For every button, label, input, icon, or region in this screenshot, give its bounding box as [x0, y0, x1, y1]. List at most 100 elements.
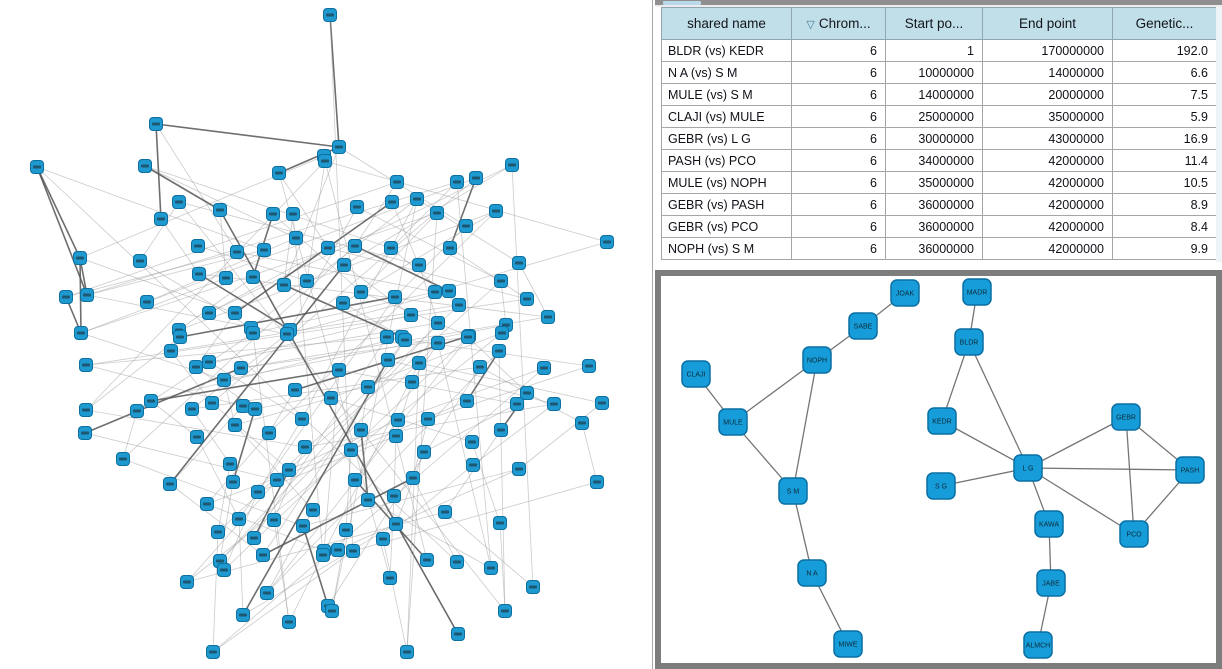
subnetwork-node[interactable]: [890, 279, 920, 307]
table-horizontal-scrollbar[interactable]: [655, 0, 1222, 7]
network-edge[interactable]: [356, 206, 502, 282]
network-edge[interactable]: [122, 410, 138, 460]
network-edge[interactable]: [345, 449, 352, 531]
subnetwork-node[interactable]: [954, 328, 984, 356]
network-edge[interactable]: [208, 361, 303, 420]
network-edge[interactable]: [84, 432, 278, 481]
network-edge[interactable]: [208, 247, 329, 314]
network-edge[interactable]: [499, 522, 506, 612]
network-edge[interactable]: [423, 403, 518, 453]
subnetwork-node[interactable]: [1013, 454, 1043, 482]
subnetwork-node[interactable]: [1034, 510, 1064, 538]
network-edge[interactable]: [146, 237, 297, 303]
network-edge[interactable]: [466, 350, 500, 402]
network-edge[interactable]: [80, 332, 225, 381]
network-edge[interactable]: [169, 405, 244, 485]
network-edge[interactable]: [395, 451, 425, 525]
network-edge[interactable]: [85, 336, 388, 366]
network-edge[interactable]: [352, 481, 598, 552]
table-row[interactable]: CLAJI (vs) MULE 6 25000000 35000000 5.9: [661, 105, 1217, 128]
column-header-end-point[interactable]: End point: [982, 7, 1113, 40]
network-edge[interactable]: [286, 290, 450, 335]
network-edge[interactable]: [288, 362, 420, 623]
column-header-start-point[interactable]: Start po...: [885, 7, 983, 40]
subnetwork-node[interactable]: [797, 559, 827, 587]
table-row[interactable]: BLDR (vs) KEDR 6 1 170000000 192.0: [661, 39, 1217, 62]
table-vertical-scrollbar[interactable]: [1216, 7, 1222, 262]
network-edge[interactable]: [406, 362, 420, 653]
network-edge[interactable]: [36, 166, 81, 259]
table-row[interactable]: PASH (vs) PCO 6 34000000 42000000 11.4: [661, 149, 1217, 172]
network-edge[interactable]: [343, 164, 513, 266]
subnetwork-edge[interactable]: [732, 359, 818, 423]
table-row[interactable]: MULE (vs) S M 6 14000000 20000000 7.5: [661, 83, 1217, 106]
network-edge[interactable]: [198, 273, 291, 331]
network-edge[interactable]: [160, 218, 200, 275]
network-edge[interactable]: [212, 550, 354, 653]
network-edge[interactable]: [471, 441, 501, 524]
subnetwork-node[interactable]: [778, 477, 808, 505]
network-edge[interactable]: [155, 123, 162, 220]
network-edge[interactable]: [242, 523, 397, 616]
network-edge[interactable]: [467, 336, 528, 394]
network-edge[interactable]: [427, 365, 590, 420]
network-edge[interactable]: [223, 324, 507, 381]
network-edge[interactable]: [518, 402, 603, 470]
network-edge[interactable]: [150, 369, 340, 402]
network-edge[interactable]: [212, 531, 219, 653]
table-row[interactable]: GEBR (vs) PASH 6 36000000 42000000 8.9: [661, 193, 1217, 216]
network-edge[interactable]: [79, 257, 236, 314]
network-edge[interactable]: [84, 367, 242, 434]
network-edge[interactable]: [186, 332, 503, 583]
network-edge[interactable]: [397, 367, 545, 421]
network-edge[interactable]: [36, 166, 88, 296]
network-edge[interactable]: [394, 225, 467, 298]
network-edge[interactable]: [302, 525, 329, 607]
network-edge[interactable]: [511, 164, 534, 588]
network-edge[interactable]: [208, 322, 439, 363]
network-edge[interactable]: [206, 503, 325, 552]
network-edge[interactable]: [283, 146, 340, 286]
network-edge[interactable]: [65, 181, 398, 298]
network-edge[interactable]: [273, 446, 306, 521]
subnetwork-node[interactable]: [718, 408, 748, 436]
network-edge[interactable]: [219, 209, 227, 279]
subnetwork-node[interactable]: [1111, 403, 1141, 431]
subnetwork-node[interactable]: [833, 630, 863, 658]
network-edge[interactable]: [170, 350, 213, 404]
network-edge[interactable]: [36, 166, 265, 251]
network-edge[interactable]: [236, 251, 436, 293]
subnetwork-edge[interactable]: [792, 359, 818, 492]
column-header-genetic[interactable]: Genetic...: [1112, 7, 1217, 40]
network-edge[interactable]: [306, 160, 326, 282]
network-edge[interactable]: [472, 403, 555, 466]
network-edge[interactable]: [456, 181, 492, 569]
table-row[interactable]: NOPH (vs) S M 6 36000000 42000000 9.9: [661, 237, 1217, 260]
network-edge[interactable]: [86, 181, 458, 296]
network-edge[interactable]: [338, 369, 518, 405]
subnetwork-node[interactable]: [962, 278, 992, 306]
network-edge[interactable]: [254, 386, 369, 410]
network-edge[interactable]: [223, 491, 259, 571]
network-edge[interactable]: [391, 201, 420, 266]
network-edge[interactable]: [144, 165, 221, 211]
subnetwork-node[interactable]: [848, 312, 878, 340]
network-edge[interactable]: [329, 14, 340, 148]
network-edge[interactable]: [219, 322, 439, 562]
table-row[interactable]: GEBR (vs) PCO 6 36000000 42000000 8.4: [661, 215, 1217, 238]
column-header-chromosome[interactable]: ▽ Chrom...: [791, 7, 886, 40]
column-header-shared-name[interactable]: shared name: [661, 7, 792, 40]
network-edge[interactable]: [449, 247, 528, 300]
network-edge[interactable]: [283, 213, 294, 286]
network-edge[interactable]: [500, 280, 507, 326]
subnetwork-node[interactable]: [802, 346, 832, 374]
network-edge[interactable]: [360, 212, 438, 293]
network-edge[interactable]: [240, 316, 549, 369]
table-row[interactable]: MULE (vs) NOPH 6 35000000 42000000 10.5: [661, 171, 1217, 194]
network-edge[interactable]: [272, 213, 362, 293]
subnetwork-edge[interactable]: [968, 341, 1029, 469]
network-edge[interactable]: [331, 529, 347, 612]
network-edge[interactable]: [169, 264, 345, 485]
network-edge[interactable]: [206, 432, 270, 505]
network-edge[interactable]: [150, 400, 198, 438]
